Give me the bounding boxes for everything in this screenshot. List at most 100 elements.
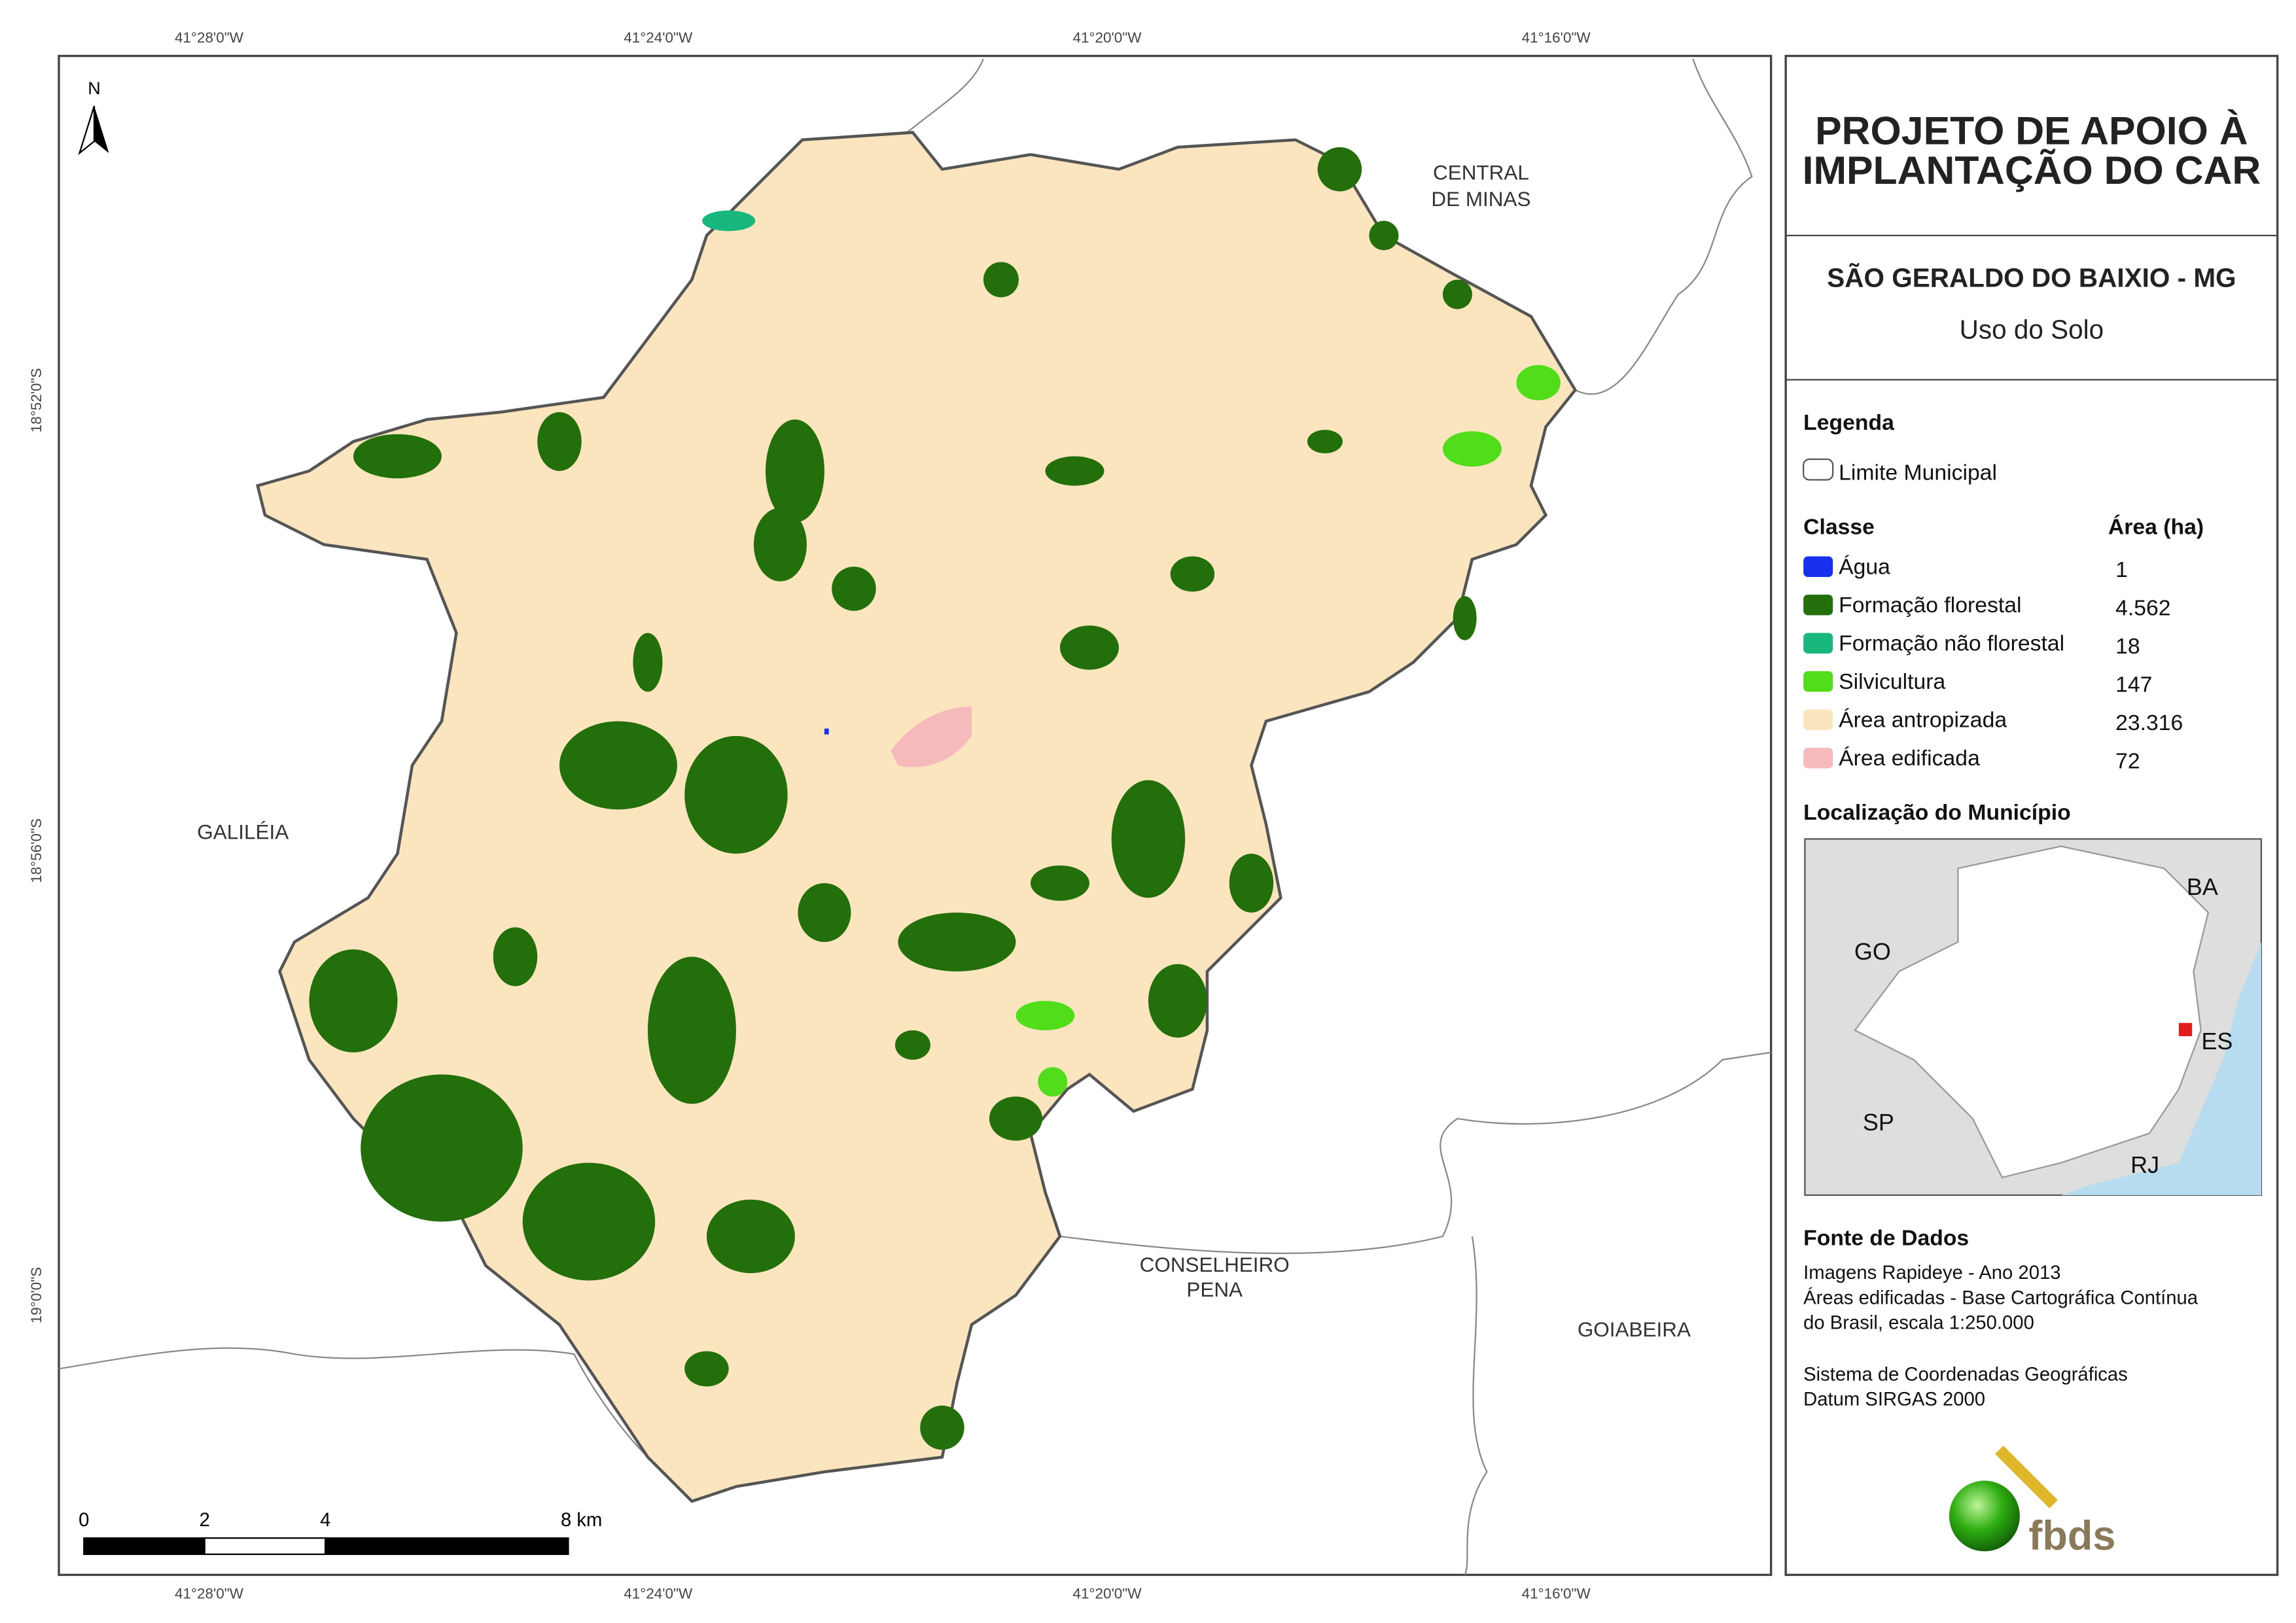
scale-label: 4 [320,1510,330,1531]
non-forest-patch [702,210,756,232]
neighbor-label: CONSELHEIRO [1140,1253,1290,1276]
shape [94,105,109,153]
shape [1059,1051,1771,1255]
shape [1516,364,1561,400]
coord-bottom: 41°24'0"W [624,1585,693,1601]
shape [1574,58,1753,395]
coord-top: 41°16'0"W [1522,29,1591,46]
legend-class: Silvicultura [1839,669,1945,694]
location-title: Localização do Município [1803,800,2071,825]
legend-swatch [1803,594,1833,616]
shape [1453,596,1477,640]
legend-rows: Água 1 Formação florestal 4.562 Formação não… [1803,554,2183,773]
shape [2060,941,2261,1195]
shape [83,1537,205,1556]
legend-class: Água [1839,554,1890,579]
shape [920,1405,964,1450]
shape: 0 2 4 8 km [79,1510,602,1531]
coord-left: 19°0'0"S [28,1267,44,1323]
shape [522,1162,656,1281]
coord-bottom: 41°28'0"W [175,1585,244,1601]
shape [1016,1000,1075,1030]
coord-top: 41°28'0"W [175,29,244,46]
shape: PROJETO DE APOIO À IMPLANTAÇÃO DO CAR [1803,108,2261,192]
shape [706,1199,795,1274]
shape [58,1347,648,1458]
legend-header: Área (ha) [2108,515,2204,540]
legend-area: 147 [2115,672,2152,697]
municipality [256,131,1578,1503]
coord-left: 18°52'0"S [28,368,44,433]
shape [1148,964,1207,1038]
sources-title: Fonte de Dados [1803,1225,1969,1250]
shape [559,721,677,810]
legend-area: 18 [2115,634,2140,659]
neighbor-label: GOIABEIRA [1578,1318,1691,1341]
shape [353,434,442,479]
north-arrow: N [78,79,109,156]
coord-top: 41°20'0"W [1072,29,1142,46]
shape [894,1030,930,1060]
inset-label: RJ [2130,1151,2159,1178]
logo-text: fbds [2028,1513,2115,1559]
shape [633,633,663,692]
shape [361,1074,523,1222]
silviculture-patches [1016,364,1561,1097]
shape [537,411,582,471]
inset-map: BA GO ES SP RJ [1804,838,2263,1196]
shape [2178,1022,2193,1036]
legend-header: Classe [1803,515,1875,540]
shape [983,262,1019,298]
legend-class: Formação florestal [1839,593,2021,618]
legend-swatch [1803,671,1833,692]
inset-label: ES [2201,1028,2233,1055]
shape [684,735,788,854]
coord-bottom: 41°16'0"W [1522,1585,1591,1601]
shape [753,508,807,582]
legend-swatch [1803,556,1833,577]
shape [647,956,736,1104]
neighbor-label: PENA [1186,1278,1243,1301]
shape [1059,625,1119,670]
source-line: do Brasil, escala 1:250.000 [1803,1313,2034,1334]
legend-area: 1 [2115,557,2128,582]
shape [325,1537,569,1556]
coord-top: 41°24'0"W [624,29,693,46]
legend-class: Área edificada [1839,746,1980,771]
inset-label: SP [1863,1109,1894,1136]
shape [832,567,876,611]
coord-bottom: 41°20'0"W [1072,1585,1142,1601]
neighbor-label: DE MINAS [1431,187,1530,211]
shape [989,1096,1042,1141]
municipality-name: SÃO GERALDO DO BAIXIO - MG [1827,263,2236,293]
legend-class: Formação não florestal [1839,631,2064,655]
scale-label: 2 [200,1510,210,1531]
shape [1045,456,1104,486]
legend-title: Legenda [1803,410,1894,435]
urban-area [891,706,972,767]
water [824,728,829,735]
inset-label: GO [1854,938,1891,965]
neighbor-label: CENTRAL [1433,160,1529,184]
source-line: Áreas edificadas - Base Cartográfica Con… [1803,1287,2199,1308]
panel-frame [1784,54,2279,1577]
shape [1038,1067,1068,1097]
source-line: Sistema de Coordenadas Geográficas [1803,1364,2128,1385]
legend-label: Limite Municipal [1839,460,1997,485]
legend-swatch [1803,633,1833,654]
legend-swatch [1803,709,1833,730]
shape [1464,1236,1488,1575]
shape: CENTRAL DE MINAS GALILÉIA CONSELHEIRO PE… [197,160,1691,1340]
shape [1229,853,1274,913]
neighbor-label: GALILÉIA [197,820,289,843]
shape [1854,845,2210,1179]
shape [309,949,398,1053]
shape [1369,220,1399,251]
source-line: Imagens Rapideye - Ano 2013 [1803,1263,2060,1283]
legend-swatch [1803,747,1833,769]
shape [203,1537,327,1556]
legend-class: Área antropizada [1839,707,2007,732]
source-line: Datum SIRGAS 2000 [1803,1389,1985,1410]
shape [1995,1445,2058,1509]
